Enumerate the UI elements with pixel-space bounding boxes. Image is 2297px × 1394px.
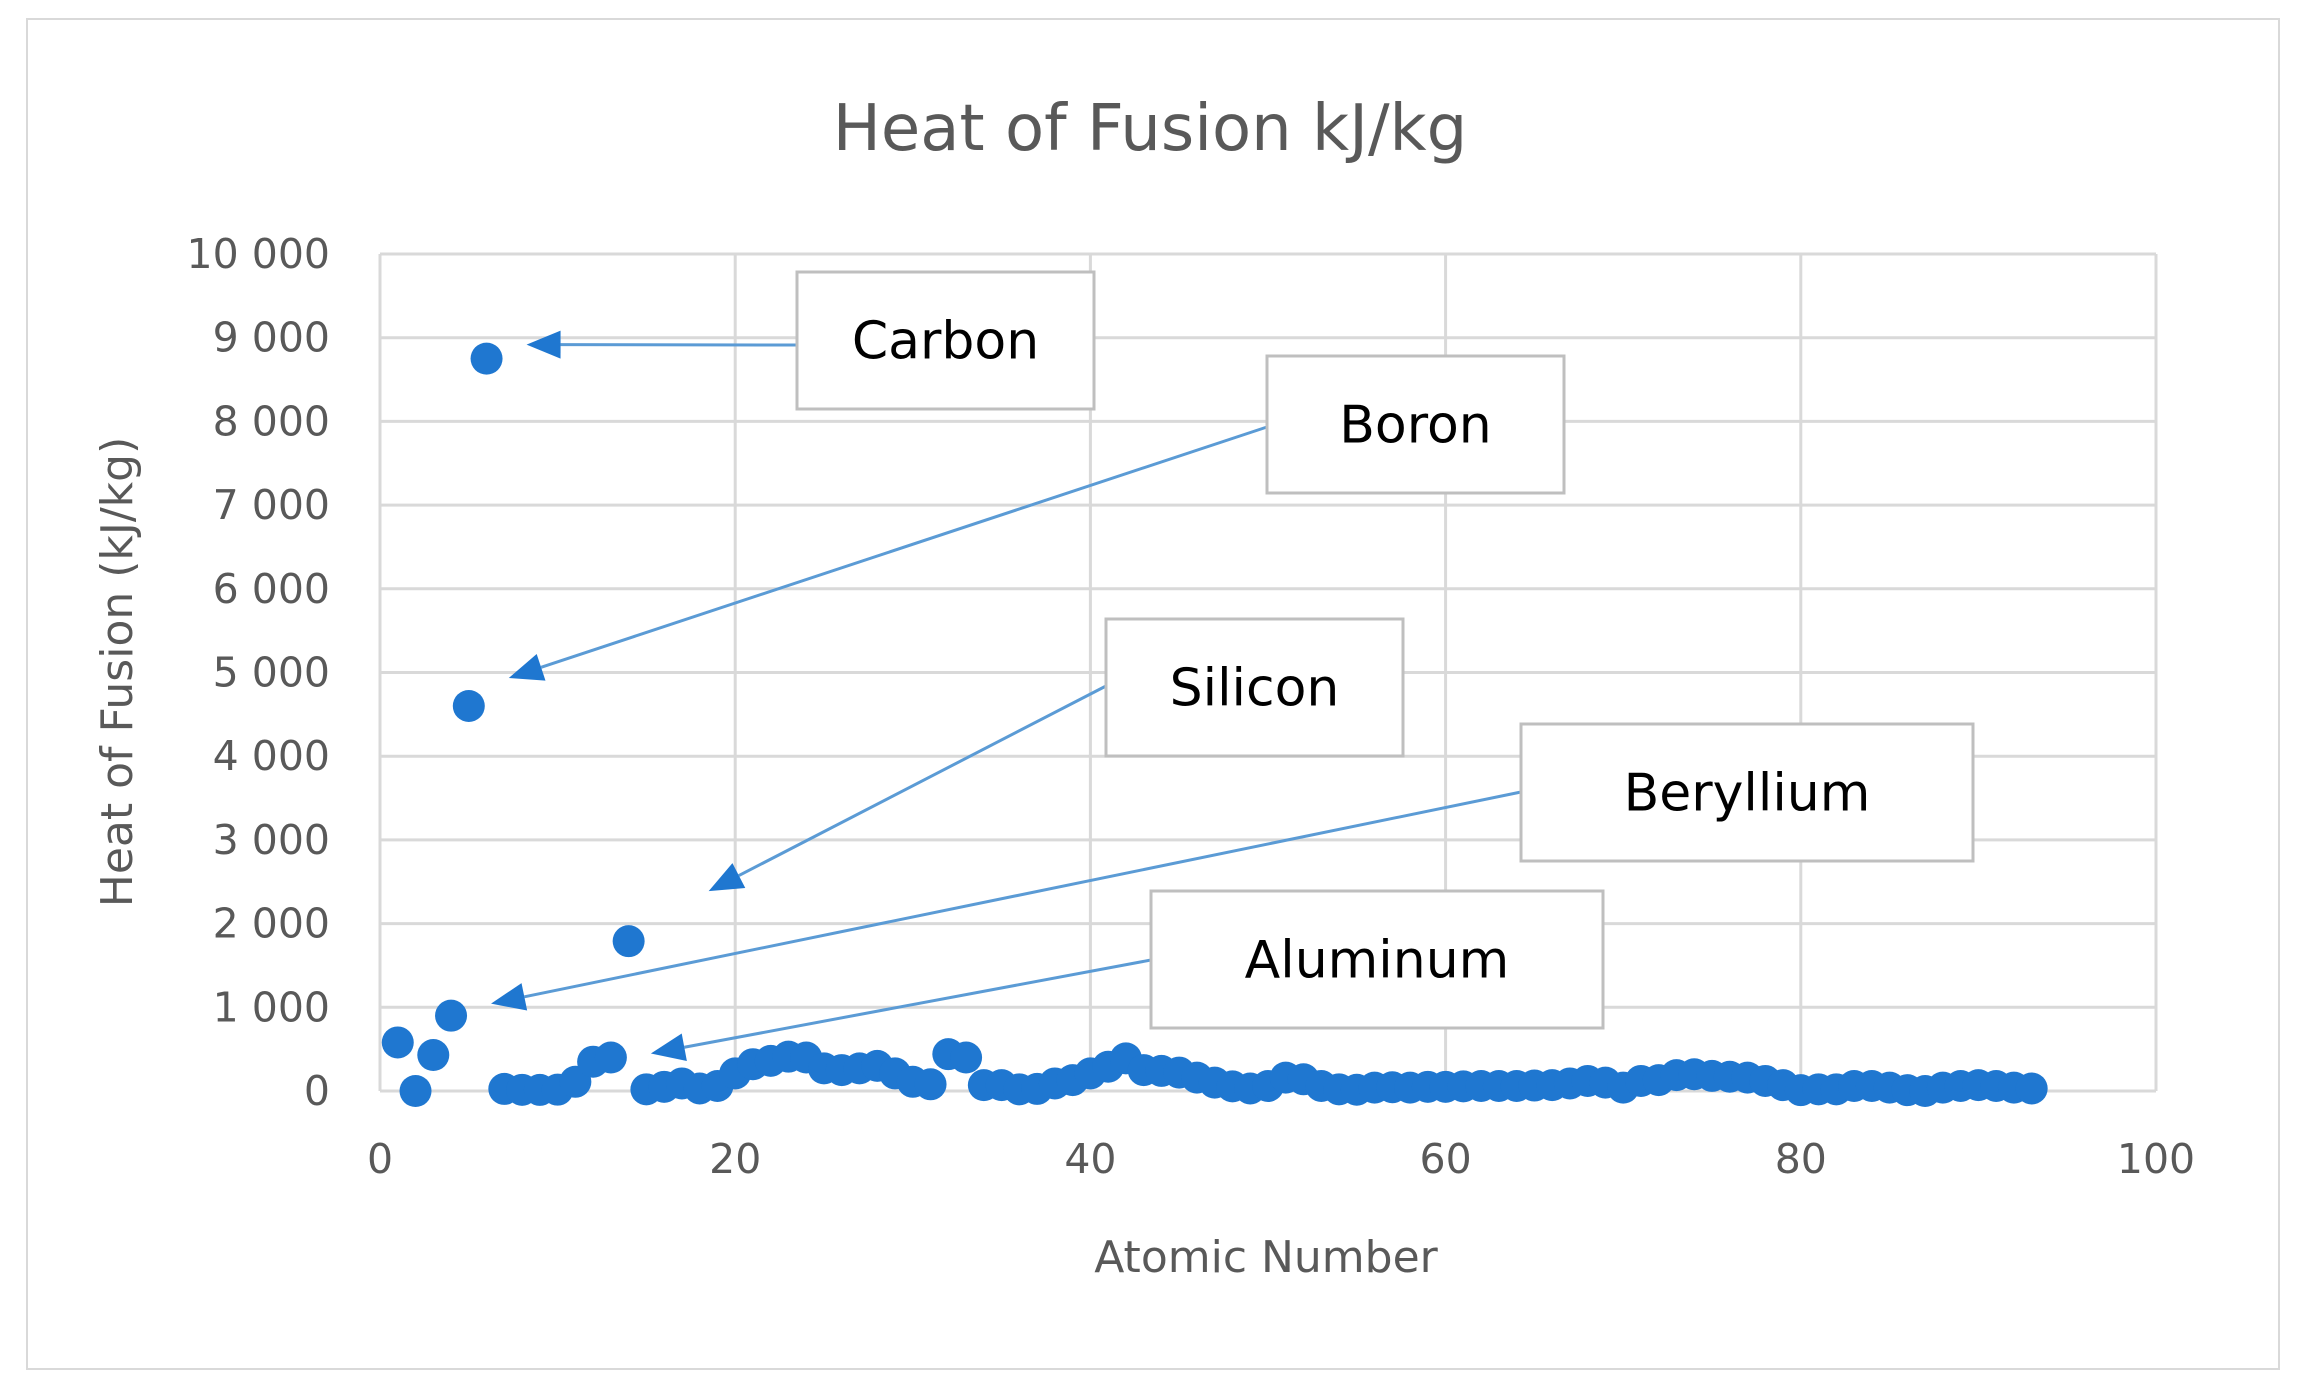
annotation-box: [1519, 722, 1975, 863]
y-tick-labels: 0 1 000 2 000 3 000 4 000 5 000 6 000 7 000 8 00…: [187, 230, 330, 1115]
x-tick-label: 40: [1064, 1135, 1116, 1183]
annotation-label: Aluminum: [1245, 931, 1510, 991]
data-point: [435, 999, 468, 1032]
data-point: [417, 1039, 450, 1072]
x-tick-labels: 0 20 40 60 80 100: [367, 1135, 2195, 1183]
data-point: [452, 689, 485, 722]
annotations: Carbon Boron Silicon Beryllium Aluminum: [491, 270, 1975, 1062]
annotation-beryllium: Beryllium: [491, 722, 1975, 1011]
y-tick-label: 0: [304, 1067, 330, 1115]
annotation-leader-line: [524, 790, 1522, 999]
data-point: [470, 342, 503, 375]
annotation-box: [1265, 354, 1566, 495]
y-axis-title: Heat of Fusion (kJ/kg): [92, 437, 143, 908]
annotation-boron: Boron: [508, 354, 1566, 681]
annotation-arrowhead: [708, 863, 746, 892]
x-tick-label: 100: [2117, 1135, 2195, 1183]
annotation-box: [1104, 617, 1405, 758]
y-tick-label: 9 000: [213, 314, 330, 362]
y-tick-label: 2 000: [213, 900, 330, 948]
data-point: [2015, 1072, 2048, 1105]
annotation-box: [795, 270, 1096, 411]
x-tick-label: 0: [367, 1135, 393, 1183]
annotation-leader-line: [684, 958, 1152, 1049]
annotation-carbon: Carbon: [526, 270, 1096, 411]
annotation-silicon: Silicon: [708, 617, 1405, 892]
data-point: [381, 1026, 414, 1059]
data-points: [381, 342, 2048, 1107]
y-tick-label: 5 000: [213, 649, 330, 697]
chart-title: Heat of Fusion kJ/kg: [833, 92, 1467, 166]
data-point: [612, 925, 645, 958]
x-tick-label: 60: [1420, 1135, 1472, 1183]
y-tick-label: 1 000: [213, 983, 330, 1031]
annotation-arrowhead: [491, 983, 528, 1011]
annotation-arrowhead: [508, 654, 546, 681]
y-tick-label: 4 000: [213, 732, 330, 780]
data-point: [914, 1068, 947, 1101]
data-point: [950, 1041, 983, 1074]
annotation-label: Boron: [1339, 396, 1492, 456]
x-tick-label: 20: [709, 1135, 761, 1183]
y-tick-label: 6 000: [213, 565, 330, 613]
annotation-label: Carbon: [852, 312, 1039, 372]
y-tick-label: 10 000: [187, 230, 330, 278]
annotation-leader-line: [738, 684, 1107, 877]
annotation-arrowhead: [650, 1033, 687, 1062]
y-tick-label: 7 000: [213, 481, 330, 529]
data-point: [594, 1041, 627, 1074]
x-tick-label: 80: [1775, 1135, 1827, 1183]
data-point: [399, 1075, 432, 1107]
annotation-label: Silicon: [1170, 659, 1340, 719]
annotation-leader-line: [540, 425, 1268, 669]
annotation-aluminum: Aluminum: [650, 889, 1605, 1062]
annotation-label: Beryllium: [1624, 764, 1871, 824]
y-tick-label: 8 000: [213, 397, 330, 445]
x-axis-title: Atomic Number: [1094, 1232, 1438, 1283]
y-tick-label: 3 000: [213, 816, 330, 864]
annotation-arrowhead: [526, 330, 561, 359]
annotation-box: [1149, 889, 1605, 1030]
